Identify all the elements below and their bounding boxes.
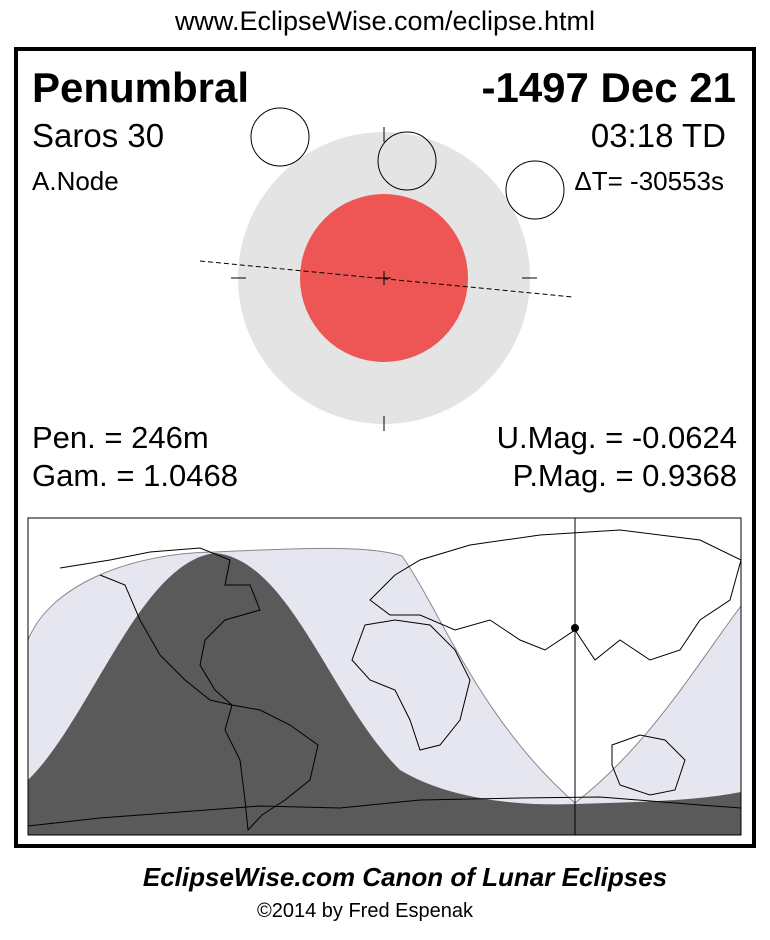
delta-t: ΔT= -30553s	[574, 166, 724, 196]
moon-path-line	[199, 260, 574, 298]
website-url: www.EclipseWise.com/eclipse.html	[174, 6, 596, 36]
africa-outline	[351, 619, 471, 751]
saros-number: Saros 30	[32, 117, 165, 154]
moon-exit-position	[505, 160, 565, 220]
canon-title: EclipseWise.com Canon of Lunar Eclipses	[142, 862, 668, 892]
moon-entry-position	[250, 107, 310, 167]
eclipse-panel-frame	[14, 47, 756, 848]
penumbral-duration: Pen. = 246m	[32, 420, 209, 455]
continent-outlines	[27, 529, 742, 832]
visibility-map	[27, 517, 742, 836]
eclipse-not-visible-zone	[28, 553, 741, 835]
south-america-outline	[224, 704, 319, 832]
eclipse-date: -1497 Dec 21	[481, 64, 736, 111]
penumbral-magnitude: P.Mag. = 0.9368	[512, 458, 737, 493]
australia-outline	[611, 734, 686, 796]
gamma-value: Gam. = 1.0468	[32, 458, 238, 493]
eclipse-type: Penumbral	[32, 64, 250, 111]
antarctica-outline	[27, 796, 742, 827]
copyright: ©2014 by Fred Espenak	[257, 900, 473, 922]
node-label: A.Node	[32, 166, 119, 196]
europe-asia-outline	[369, 529, 742, 661]
north-america-outline	[59, 547, 261, 706]
eclipse-time: 03:18 TD	[590, 117, 726, 154]
greatest-eclipse-point	[571, 624, 579, 632]
umbral-magnitude: U.Mag. = -0.0624	[496, 420, 737, 455]
moon-greatest-position	[377, 131, 437, 191]
